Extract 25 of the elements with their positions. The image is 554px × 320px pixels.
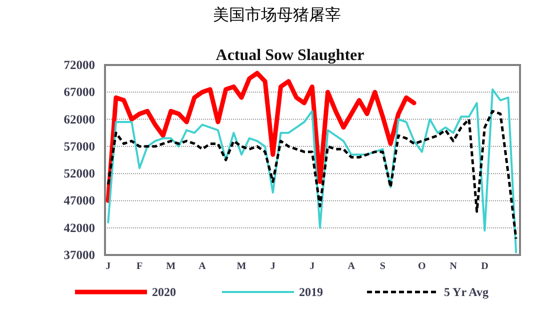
xtick: N bbox=[450, 261, 457, 272]
title: 美国市场母猪屠宰 bbox=[213, 7, 341, 24]
xtick: O bbox=[418, 261, 426, 272]
xtick: S bbox=[380, 261, 386, 272]
xtick: J bbox=[310, 261, 315, 272]
legend-label: 5 Yr Avg bbox=[444, 285, 488, 299]
ytick: 52000 bbox=[64, 166, 95, 181]
ytick: 57000 bbox=[64, 139, 95, 154]
ytick: 67000 bbox=[64, 85, 95, 100]
xtick: A bbox=[348, 261, 355, 272]
ytick: 42000 bbox=[64, 220, 95, 235]
xtick: M bbox=[166, 261, 176, 272]
xtick: D bbox=[481, 261, 488, 272]
ytick: 37000 bbox=[64, 248, 95, 262]
subtitle: Actual Sow Slaughter bbox=[216, 47, 364, 64]
ytick: 47000 bbox=[64, 194, 95, 208]
xtick: A bbox=[198, 261, 206, 272]
xtick: J bbox=[106, 261, 111, 272]
legend-label: 2019 bbox=[299, 285, 323, 299]
xtick: M bbox=[236, 261, 246, 272]
legend-label: 2020 bbox=[152, 285, 176, 299]
ytick: 72000 bbox=[64, 58, 95, 72]
xtick: J bbox=[270, 261, 276, 272]
xtick: F bbox=[136, 261, 143, 272]
ytick: 62000 bbox=[64, 112, 95, 126]
